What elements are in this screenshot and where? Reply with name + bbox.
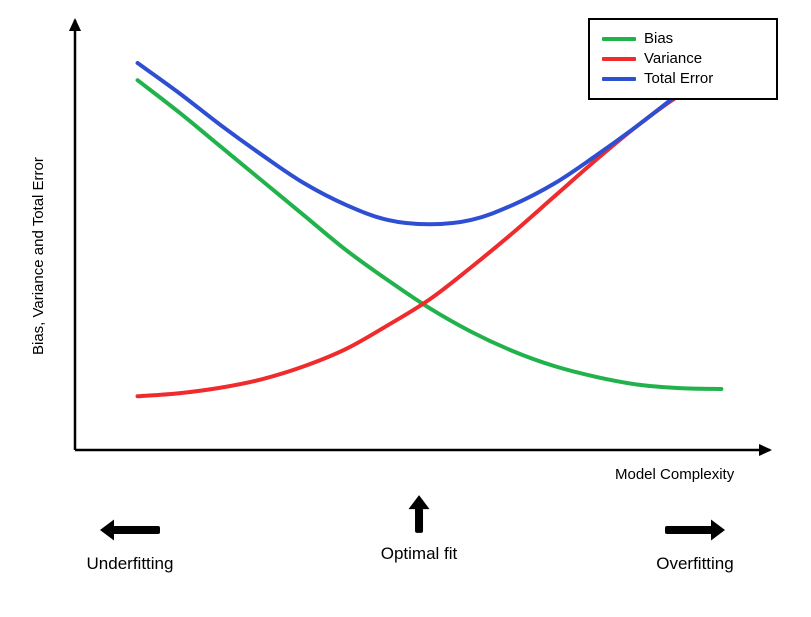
legend-item-variance: Variance [602, 50, 764, 68]
optimal-fit-label: Optimal fit [349, 544, 489, 564]
x-axis-label: Model Complexity [615, 466, 734, 483]
underfitting-arrow-icon [100, 520, 160, 541]
underfitting-label: Underfitting [60, 554, 200, 574]
overfitting-arrow-icon [665, 520, 725, 541]
y-axis-label: Bias, Variance and Total Error [30, 158, 47, 356]
legend-swatch-icon [602, 37, 636, 41]
legend-label: Variance [644, 50, 702, 68]
legend-swatch-icon [602, 57, 636, 61]
figure-container: Bias, Variance and Total Error Model Com… [0, 0, 811, 617]
series-variance [138, 74, 722, 397]
overfitting-label: Overfitting [625, 554, 765, 574]
legend-swatch-icon [602, 77, 636, 81]
legend: Bias Variance Total Error [588, 18, 778, 100]
legend-label: Total Error [644, 70, 713, 88]
optimal-arrow-icon [409, 495, 430, 533]
legend-label: Bias [644, 30, 673, 48]
legend-item-total-error: Total Error [602, 70, 764, 88]
legend-item-bias: Bias [602, 30, 764, 48]
